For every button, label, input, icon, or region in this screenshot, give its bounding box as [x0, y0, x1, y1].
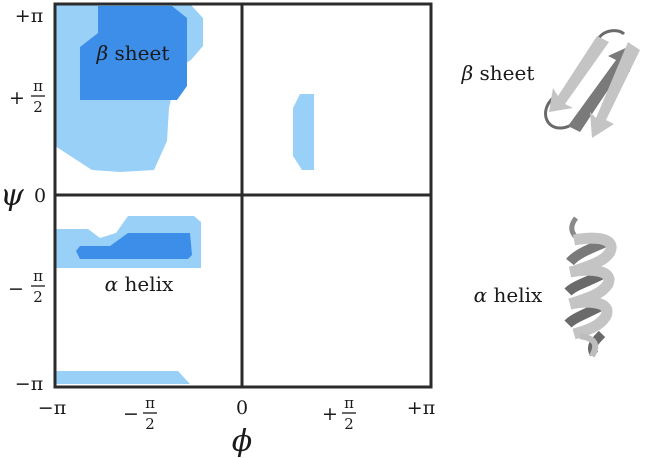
- x-tick-plus-pi: +π: [407, 397, 435, 419]
- x-tick-minus-half-pi-sign: −: [123, 403, 139, 425]
- x-tick-labels: −π − π 2 0 + π 2 +π: [38, 394, 435, 433]
- x-tick-plus-half-pi-den: 2: [344, 415, 354, 433]
- x-axis-label: ϕ: [232, 424, 252, 458]
- x-tick-minus-half-pi-num: π: [145, 394, 155, 412]
- helix-tail-bottom: [579, 333, 599, 358]
- left-helix-region: [293, 94, 314, 170]
- alpha-region-label: α helix: [105, 272, 174, 296]
- beta-strand-1: [549, 36, 609, 112]
- y-tick-plus-half-pi-num: π: [33, 77, 43, 95]
- y-axis-label: ψ: [0, 178, 24, 213]
- x-tick-minus-pi: −π: [38, 397, 66, 419]
- beta-sheet-illustration: [544, 29, 640, 138]
- y-tick-zero: 0: [34, 185, 46, 207]
- allowed-regions: [55, 4, 314, 384]
- beta-region-dark: [80, 6, 187, 100]
- beta-region-label: β sheet: [96, 41, 170, 65]
- y-tick-plus-pi: +π: [15, 5, 43, 27]
- y-tick-minus-half-pi-num: π: [33, 267, 43, 285]
- beta-strand-2: [568, 46, 630, 132]
- beta-strand-3: [590, 42, 640, 138]
- y-tick-plus-half-pi-den: 2: [33, 98, 43, 116]
- x-tick-minus-half-pi-den: 2: [145, 415, 155, 433]
- y-tick-plus-half-pi-sign: +: [9, 87, 25, 109]
- side-alpha-label: α helix: [474, 283, 543, 307]
- y-tick-minus-half-pi-sign: −: [8, 278, 24, 300]
- y-tick-labels: +π + π 2 0 − π 2 −π: [8, 5, 46, 395]
- x-tick-plus-half-pi-num: π: [344, 394, 354, 412]
- helix-front-turn-3: [568, 296, 613, 340]
- x-tick-zero: 0: [236, 397, 248, 419]
- side-beta-label: β sheet: [461, 61, 535, 85]
- y-tick-minus-pi: −π: [15, 373, 43, 395]
- bottom-region-light: [55, 371, 190, 384]
- alpha-helix-illustration: [564, 216, 617, 358]
- alpha-region-dark: [76, 233, 192, 259]
- x-tick-plus-half-pi-sign: +: [322, 403, 338, 425]
- y-tick-minus-half-pi-den: 2: [33, 288, 43, 306]
